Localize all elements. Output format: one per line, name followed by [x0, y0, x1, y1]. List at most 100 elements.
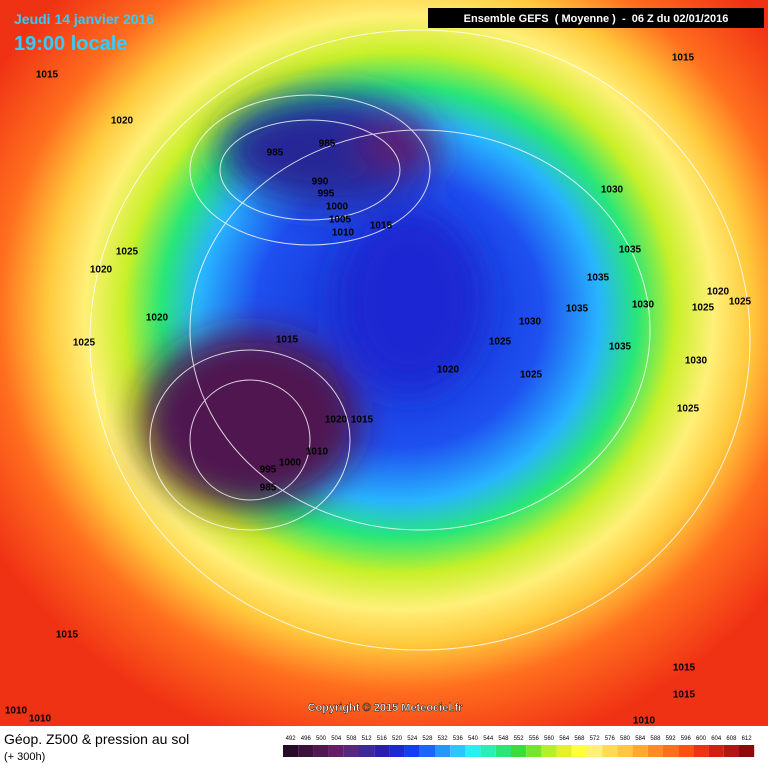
footer-title: Géop. Z500 & pression au sol — [4, 731, 189, 747]
isobar-label: 1015 — [351, 415, 374, 426]
legend-label: 528 — [422, 736, 433, 742]
legend-swatch — [632, 745, 648, 757]
isobar-label: 1015 — [276, 335, 299, 346]
legend-swatch — [283, 745, 299, 757]
legend-swatch — [480, 745, 496, 757]
legend-swatch — [693, 745, 709, 757]
isobar-label: 1015 — [672, 53, 695, 64]
legend-label: 612 — [742, 736, 753, 742]
legend-swatch — [389, 745, 405, 757]
isobar-label: 1035 — [587, 273, 610, 284]
isobar-label: 1035 — [609, 342, 632, 353]
isobar-label: 995 — [318, 189, 335, 200]
legend-swatch — [419, 745, 435, 757]
isobar-label: 1030 — [519, 317, 542, 328]
legend-swatch — [663, 745, 679, 757]
legend-label: 560 — [544, 736, 555, 742]
legend-swatch — [465, 745, 481, 757]
isobar-label: 1015 — [56, 630, 79, 641]
isobar-label: 1020 — [325, 415, 348, 426]
legend-swatch — [359, 745, 375, 757]
legend-swatch — [678, 745, 694, 757]
legend-swatch — [571, 745, 587, 757]
legend-swatch — [526, 745, 542, 757]
isobar-label: 1025 — [116, 247, 139, 258]
legend-swatch — [511, 745, 527, 757]
isobar-label: 1010 — [332, 228, 355, 239]
isobar-label: 1000 — [279, 458, 302, 469]
isobar-label: 1025 — [729, 297, 752, 308]
isobar-label: 985 — [319, 139, 336, 150]
legend-swatch — [647, 745, 663, 757]
isobar-label: 1015 — [36, 70, 59, 81]
isobar-label: 995 — [260, 465, 277, 476]
legend-label: 608 — [726, 736, 737, 742]
legend-swatch — [541, 745, 557, 757]
legend-swatch — [495, 745, 511, 757]
isobar-label: 1020 — [146, 313, 169, 324]
time: 19:00 locale — [14, 33, 127, 55]
isobar-label: 990 — [312, 177, 329, 188]
isobar-label: 1015 — [673, 663, 696, 674]
isobar-label: 1035 — [566, 304, 589, 315]
isobar-label: 1015 — [673, 690, 696, 701]
legend-label: 580 — [620, 736, 631, 742]
model-box — [428, 8, 764, 28]
copyright: Copyright © 2015 Meteociel.fr — [308, 702, 464, 714]
legend-label: 556 — [529, 736, 540, 742]
isobar-label: 1025 — [692, 303, 715, 314]
isobar-label: 1000 — [326, 202, 349, 213]
legend-swatch — [708, 745, 724, 757]
isobar-label: 1010 — [633, 716, 656, 727]
legend-label: 512 — [362, 736, 373, 742]
isobar-label: 1020 — [707, 287, 730, 298]
legend-swatch — [739, 745, 755, 757]
legend-label: 524 — [407, 736, 418, 742]
legend-label: 596 — [681, 736, 692, 742]
legend-label: 508 — [346, 736, 357, 742]
model: Ensemble GEFS ( Moyenne ) - 06 Z du 02/0… — [464, 13, 729, 25]
isobar-lines — [89, 29, 751, 651]
legend-label: 492 — [286, 736, 297, 742]
legend-label: 604 — [711, 736, 722, 742]
legend-label: 592 — [666, 736, 677, 742]
legend-swatch — [404, 745, 420, 757]
legend-label: 532 — [438, 736, 449, 742]
legend-swatch — [602, 745, 618, 757]
legend-swatch — [435, 745, 451, 757]
legend-swatch — [313, 745, 329, 757]
legend-swatch — [343, 745, 359, 757]
isobar-label: 1025 — [73, 338, 96, 349]
isobar-label: 1005 — [329, 215, 352, 226]
isobar-label: 1010 — [29, 714, 52, 725]
isobar-label: 1015 — [370, 221, 393, 232]
legend-label: 576 — [605, 736, 616, 742]
legend-swatch — [298, 745, 314, 757]
legend-swatch — [556, 745, 572, 757]
legend-label: 600 — [696, 736, 707, 742]
legend-swatch — [723, 745, 739, 757]
legend-label: 548 — [498, 736, 509, 742]
legend-label: 584 — [635, 736, 646, 742]
legend-label: 500 — [316, 736, 327, 742]
isobar-label: 985 — [260, 483, 277, 494]
legend-label: 516 — [377, 736, 388, 742]
footer-lead: (+ 300h) — [4, 751, 45, 763]
isobar-label: 1025 — [489, 337, 512, 348]
legend-swatch — [617, 745, 633, 757]
legend-swatch — [450, 745, 466, 757]
isobar-label: 1030 — [632, 300, 655, 311]
legend-label: 552 — [514, 736, 525, 742]
isobar-label: 1010 — [306, 447, 329, 458]
isobar-label: 1010 — [5, 706, 28, 717]
legend-label: 564 — [559, 736, 570, 742]
isobar-label: 1030 — [601, 185, 624, 196]
legend-label: 496 — [301, 736, 312, 742]
legend-label: 536 — [453, 736, 464, 742]
legend-label: 568 — [574, 736, 585, 742]
isobar-label: 1025 — [520, 370, 543, 381]
legend-swatch — [374, 745, 390, 757]
isobar-label: 985 — [267, 148, 284, 159]
isobar-label: 1030 — [685, 356, 708, 367]
